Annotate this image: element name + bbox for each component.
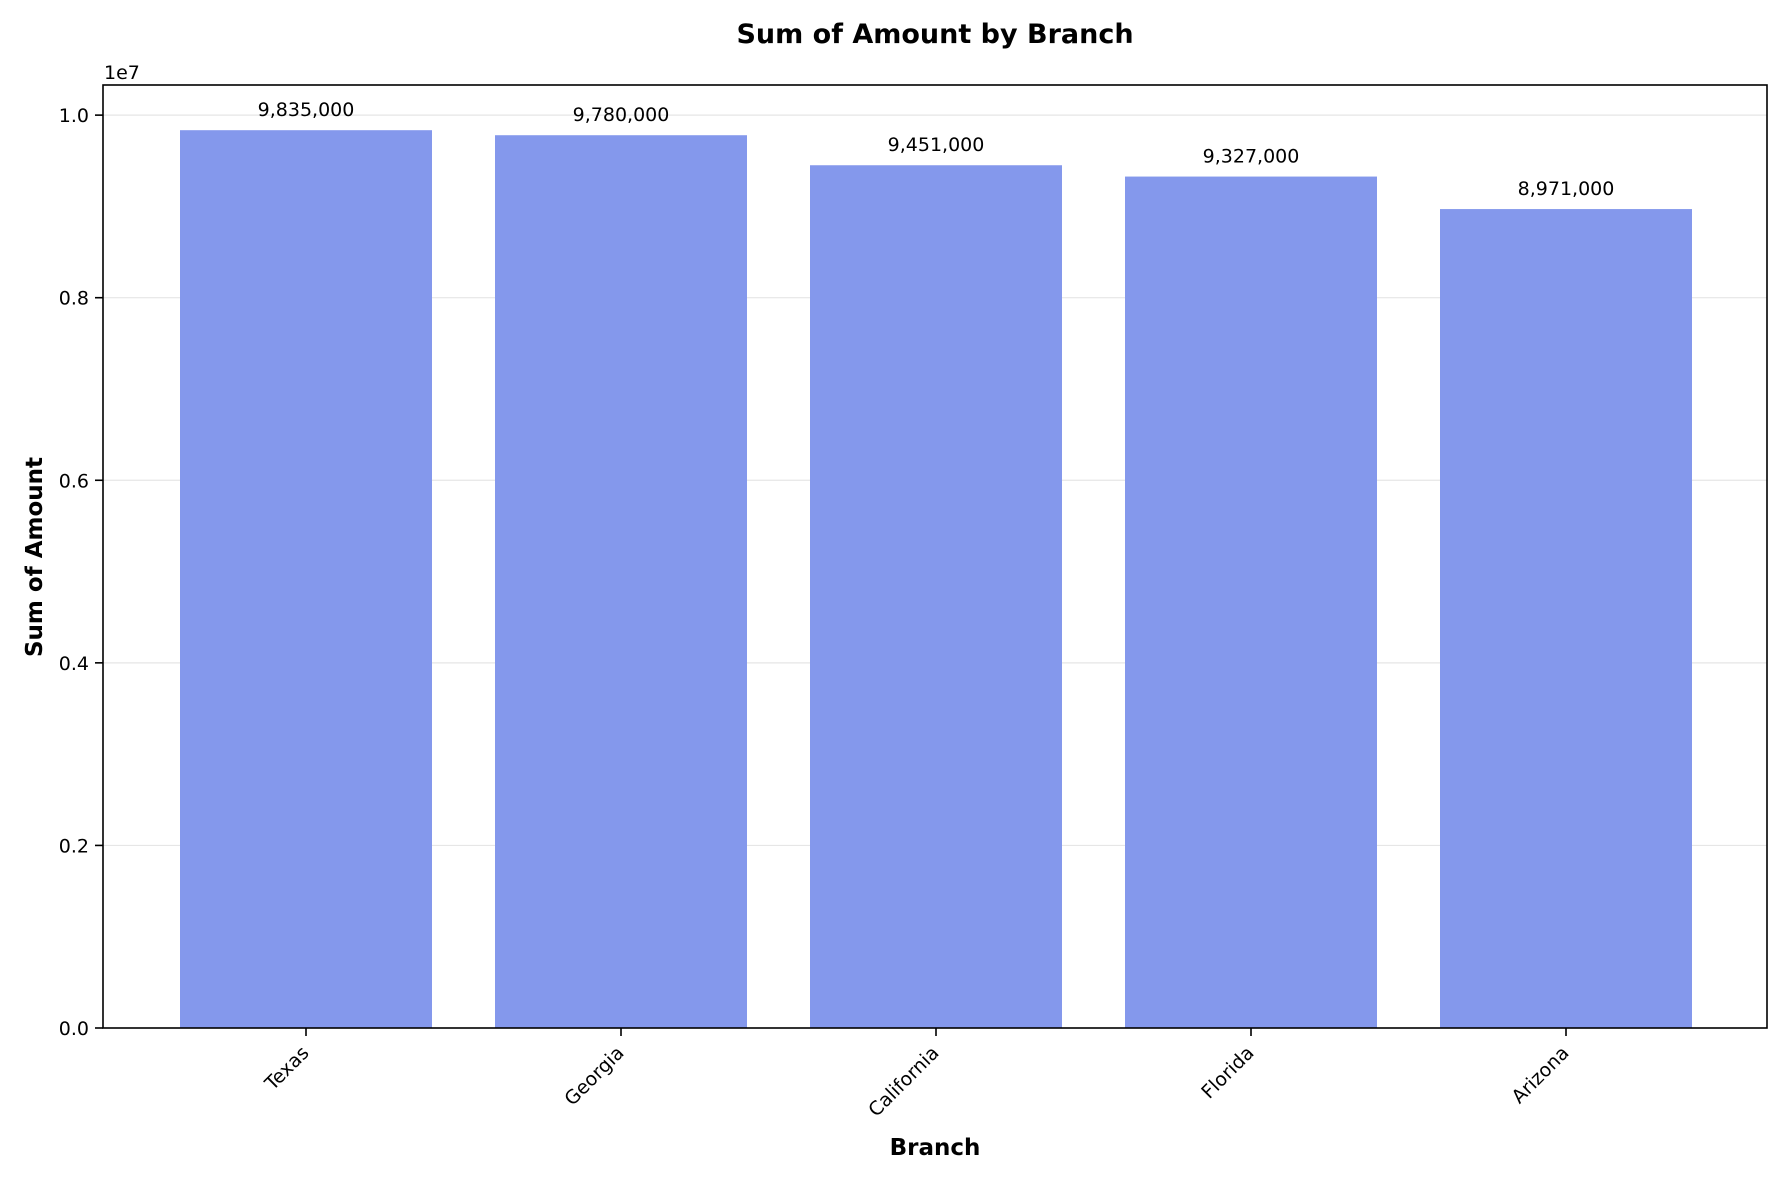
data-labels: 9,835,000 9,780,000 9,451,000 9,327,000 8,97… [258, 99, 1615, 200]
x-tick-label-arizona: Arizona [1508, 1042, 1574, 1108]
data-label-arizona: 8,971,000 [1518, 178, 1615, 200]
y-tick-label-3: 0.6 [59, 470, 89, 492]
x-tick-label-california: California [864, 1042, 943, 1121]
x-tick-label-texas: Texas [260, 1042, 313, 1095]
y-tick-label-2: 0.4 [59, 653, 89, 675]
data-label-florida: 9,327,000 [1203, 146, 1300, 168]
y-axis-label: Sum of Amount [22, 457, 48, 657]
bar-georgia [495, 135, 747, 1028]
data-label-california: 9,451,000 [888, 134, 985, 156]
x-tick-label-florida: Florida [1197, 1042, 1258, 1103]
y-tick-label-5: 1.0 [59, 105, 89, 127]
y-tick-label-0: 0.0 [59, 1018, 89, 1040]
x-axis-label: Branch [890, 1135, 981, 1161]
x-tick-label-georgia: Georgia [560, 1042, 628, 1110]
data-label-texas: 9,835,000 [258, 99, 355, 121]
data-label-georgia: 9,780,000 [573, 104, 670, 126]
y-tick-label-1: 0.2 [59, 835, 89, 857]
bar-florida [1125, 176, 1377, 1028]
plot-frame [102, 84, 1768, 1029]
y-axis-ticks: 0.0 0.2 0.4 0.6 0.8 1.0 [59, 105, 103, 1040]
bar-arizona [1440, 209, 1692, 1029]
bar-california [810, 165, 1062, 1029]
x-axis-ticks: Texas Georgia California Florida Arizona [260, 1028, 1574, 1121]
bar-texas [180, 130, 432, 1028]
bars [180, 130, 1692, 1029]
chart-title: Sum of Amount by Branch [736, 19, 1133, 50]
y-tick-label-4: 0.8 [59, 288, 89, 310]
y-axis-offset-label: 1e7 [104, 62, 140, 84]
